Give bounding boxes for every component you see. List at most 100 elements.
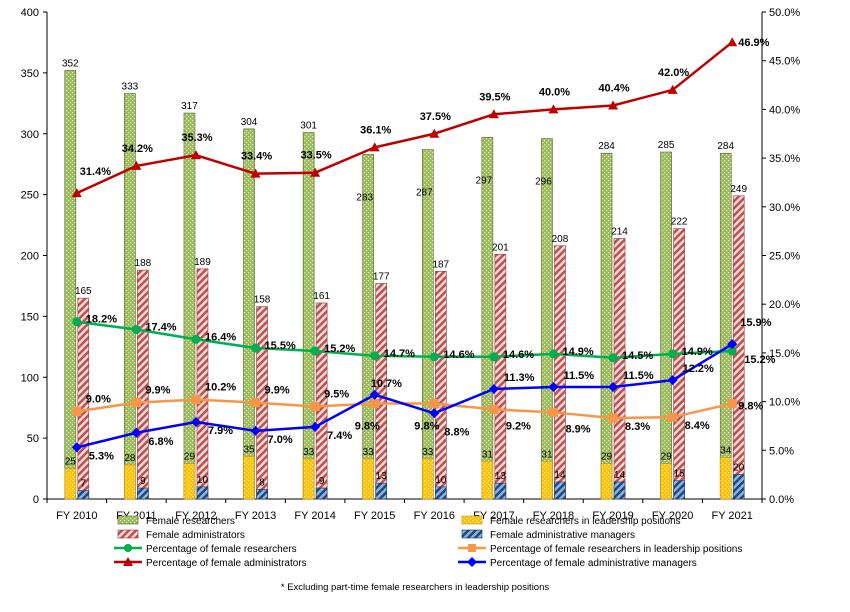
x-tick-label: FY 2021 bbox=[712, 510, 753, 522]
line-2 bbox=[76, 398, 733, 420]
line-value-label: 8.3% bbox=[625, 421, 650, 433]
y-tick-label-right: 40.0% bbox=[769, 104, 800, 116]
line-marker bbox=[667, 84, 678, 94]
line-value-label: 5.3% bbox=[89, 450, 114, 462]
bar-4 bbox=[77, 490, 90, 500]
bar-value-label: 317 bbox=[181, 101, 198, 112]
y-tick-label-left: 400 bbox=[21, 7, 39, 19]
line-marker bbox=[310, 401, 320, 411]
line-value-label: 33.5% bbox=[301, 150, 332, 162]
y-tick-label-left: 100 bbox=[21, 372, 39, 384]
line-marker bbox=[131, 160, 142, 170]
bar-value-label: 297 bbox=[476, 175, 493, 186]
line-value-label: 37.5% bbox=[420, 111, 451, 123]
line-value-label: 8.4% bbox=[685, 420, 710, 432]
line-marker bbox=[191, 395, 201, 405]
legend-marker bbox=[468, 544, 476, 552]
bar-4 bbox=[375, 482, 388, 500]
line-marker bbox=[369, 389, 380, 400]
bar-2 bbox=[315, 302, 328, 500]
x-tick-label: FY 2017 bbox=[473, 510, 514, 522]
x-tick-label: FY 2010 bbox=[56, 510, 97, 522]
bar-3 bbox=[541, 460, 553, 500]
line-value-label: 15.2% bbox=[324, 343, 355, 355]
line-marker bbox=[489, 404, 499, 414]
bar-3 bbox=[124, 464, 136, 500]
bar-value-label: 33 bbox=[363, 447, 375, 458]
y-tick-label-right: 0.0% bbox=[769, 494, 794, 506]
bar-4 bbox=[554, 481, 566, 500]
y-tick-label-left: 50 bbox=[27, 433, 39, 445]
line-marker bbox=[250, 168, 261, 178]
line-marker bbox=[548, 381, 559, 392]
line-value-label: 18.2% bbox=[86, 314, 117, 326]
line-marker bbox=[71, 188, 82, 198]
legend-label: Percentage of female researchers bbox=[146, 544, 297, 555]
bars bbox=[64, 70, 745, 500]
line-marker bbox=[727, 37, 738, 47]
bar-1 bbox=[64, 70, 77, 500]
bar-4 bbox=[434, 486, 447, 500]
line-3 bbox=[76, 41, 733, 195]
line-value-label: 7.9% bbox=[208, 425, 233, 437]
line-value-label: 9.9% bbox=[265, 385, 290, 397]
line-value-label: 10.2% bbox=[205, 382, 236, 394]
bar-value-label: 283 bbox=[356, 192, 373, 203]
line-marker bbox=[370, 351, 380, 361]
line-value-label: 16.4% bbox=[205, 331, 236, 343]
line-value-label: 46.9% bbox=[738, 37, 769, 49]
line-value-label: 33.4% bbox=[241, 151, 272, 163]
line-value-label: 36.1% bbox=[360, 124, 391, 136]
bar-value-label: 29 bbox=[184, 452, 196, 463]
line-value-label: 40.0% bbox=[539, 86, 570, 98]
line-marker bbox=[72, 317, 82, 327]
x-tick-label: FY 2013 bbox=[235, 510, 276, 522]
x-tick-label: FY 2012 bbox=[175, 510, 216, 522]
bar-3 bbox=[64, 468, 77, 500]
bar-1 bbox=[600, 152, 613, 500]
bar-1 bbox=[183, 112, 196, 500]
y-tick-label-right: 35.0% bbox=[769, 153, 800, 165]
line-value-label: 9.8% bbox=[414, 421, 439, 433]
y-tick-label-right: 45.0% bbox=[769, 56, 800, 68]
line-value-label: 17.4% bbox=[145, 322, 176, 334]
y-tick-label-right: 5.0% bbox=[769, 445, 794, 457]
y-tick-label-right: 30.0% bbox=[769, 202, 800, 214]
bar-3 bbox=[600, 463, 613, 500]
bar-value-label: 333 bbox=[122, 82, 139, 93]
legend-swatch bbox=[461, 515, 483, 525]
line-value-label: 9.5% bbox=[324, 388, 349, 400]
legend-label: Female researchers in leadership positio… bbox=[490, 516, 681, 527]
line-marker bbox=[548, 407, 558, 417]
bar-value-label: 29 bbox=[601, 452, 613, 463]
bar-value-label: 31 bbox=[541, 449, 553, 460]
line-value-label: 9.8% bbox=[355, 421, 380, 433]
line-marker bbox=[488, 109, 499, 119]
bar-value-label: 214 bbox=[611, 226, 628, 237]
line-value-label: 14.9% bbox=[562, 346, 593, 358]
bar-value-label: 177 bbox=[373, 272, 390, 283]
line-marker bbox=[191, 334, 201, 344]
line-value-label: 9.0% bbox=[86, 393, 111, 405]
x-tick-label: FY 2019 bbox=[592, 510, 633, 522]
line-value-label: 31.4% bbox=[80, 166, 111, 178]
bar-3 bbox=[243, 456, 255, 500]
line-marker bbox=[251, 343, 261, 353]
bar-value-label: 352 bbox=[62, 58, 79, 69]
line-marker bbox=[608, 381, 619, 392]
legend-swatch bbox=[117, 515, 139, 525]
bar-4 bbox=[732, 474, 745, 500]
line-marker bbox=[310, 421, 321, 432]
line-value-label: 14.6% bbox=[443, 349, 474, 361]
line-value-label: 7.0% bbox=[268, 434, 293, 446]
bar-value-label: 189 bbox=[194, 257, 211, 268]
bar-value-label: 35 bbox=[243, 444, 255, 455]
line-marker bbox=[429, 408, 440, 419]
bar-value-label: 13 bbox=[495, 471, 507, 482]
line-marker bbox=[548, 104, 559, 114]
line-value-label: 42.0% bbox=[658, 67, 689, 79]
line-marker bbox=[72, 406, 82, 416]
line-marker bbox=[668, 412, 678, 422]
